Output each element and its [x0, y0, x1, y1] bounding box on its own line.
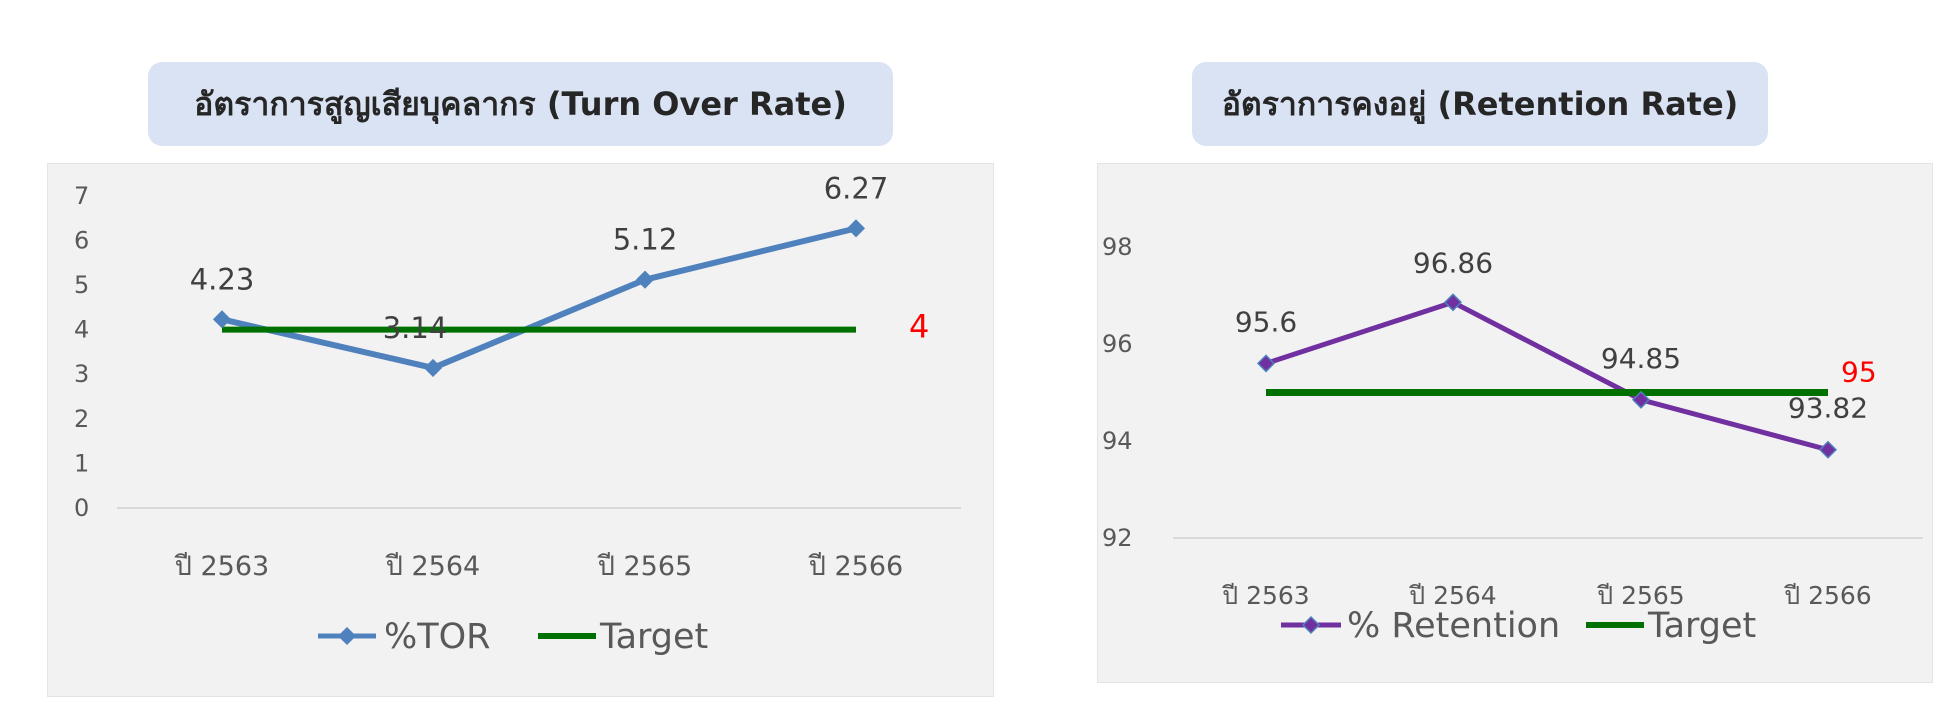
y-tick-label: 0 — [74, 494, 89, 522]
y-tick-label: 98 — [1102, 233, 1133, 261]
data-point-marker — [1443, 293, 1463, 312]
data-point-marker — [212, 310, 232, 329]
data-point-marker — [1818, 440, 1838, 459]
legend-label-main: % Retention — [1347, 606, 1560, 646]
legend-label-main: %TOR — [384, 617, 491, 657]
data-point-marker — [1631, 390, 1651, 409]
chart-title-turnover: อัตราการสูญเสียบุคลากร (Turn Over Rate) — [148, 62, 893, 146]
x-tick-label: ปี 2566 — [808, 551, 903, 582]
x-tick-label: ปี 2565 — [1597, 581, 1685, 610]
legend-label-target: Target — [599, 617, 708, 657]
y-tick-label: 7 — [74, 182, 89, 210]
y-tick-label: 96 — [1102, 330, 1133, 358]
data-point-marker — [423, 358, 443, 378]
data-label: 96.86 — [1413, 246, 1493, 279]
y-tick-label: 94 — [1102, 427, 1133, 455]
data-point-marker — [1256, 354, 1276, 373]
series-line-0-main — [221, 225, 857, 371]
data-label: 6.27 — [824, 171, 889, 205]
series-line-1-main — [1265, 299, 1829, 453]
data-label: 4.23 — [190, 262, 255, 296]
x-tick-label: ปี 2563 — [174, 551, 269, 582]
legend-marker-main — [1301, 615, 1321, 635]
x-tick-label: ปี 2566 — [1784, 581, 1872, 610]
legend-label-target: Target — [1647, 606, 1756, 646]
y-tick-label: 4 — [74, 316, 89, 344]
y-tick-label: 92 — [1102, 524, 1133, 552]
chart-title-retention: อัตราการคงอยู่ (Retention Rate) — [1192, 62, 1768, 146]
y-tick-label: 2 — [74, 405, 89, 433]
target-value-label: 95 — [1841, 356, 1877, 389]
retention-chart: 92 94 96 98 ปี 2563 ปี 2564 ปี 2565 ปี 2566 95.6… — [1102, 233, 1923, 646]
y-tick-label: 6 — [74, 226, 89, 254]
y-tick-label: 5 — [74, 271, 89, 299]
legend-marker-main — [337, 626, 357, 646]
target-value-label: 4 — [909, 308, 929, 346]
data-label: 3.14 — [383, 311, 448, 345]
data-label: 95.6 — [1235, 305, 1297, 338]
data-label: 94.85 — [1601, 342, 1681, 375]
retention-chart-panel: 92 94 96 98 ปี 2563 ปี 2564 ปี 2565 ปี 2566 95.6… — [1097, 163, 1933, 683]
x-tick-label: ปี 2564 — [385, 551, 480, 582]
x-tick-label: ปี 2565 — [597, 551, 692, 582]
data-label: 93.82 — [1788, 392, 1868, 425]
x-tick-label: ปี 2563 — [1222, 581, 1310, 610]
turnover-chart: 0 1 2 3 4 5 6 7 ปี 2563 ปี 2564 ปี 2565 ปี 2566 4.23… — [74, 171, 961, 657]
y-tick-label: 1 — [74, 449, 89, 477]
data-label: 5.12 — [613, 223, 678, 257]
turnover-chart-panel: 0 1 2 3 4 5 6 7 ปี 2563 ปี 2564 ปี 2565 ปี 2566 4.23… — [47, 163, 994, 697]
data-point-marker — [635, 270, 655, 289]
y-tick-label: 3 — [74, 360, 89, 388]
data-point-marker — [846, 219, 866, 238]
x-tick-label: ปี 2564 — [1409, 581, 1497, 610]
